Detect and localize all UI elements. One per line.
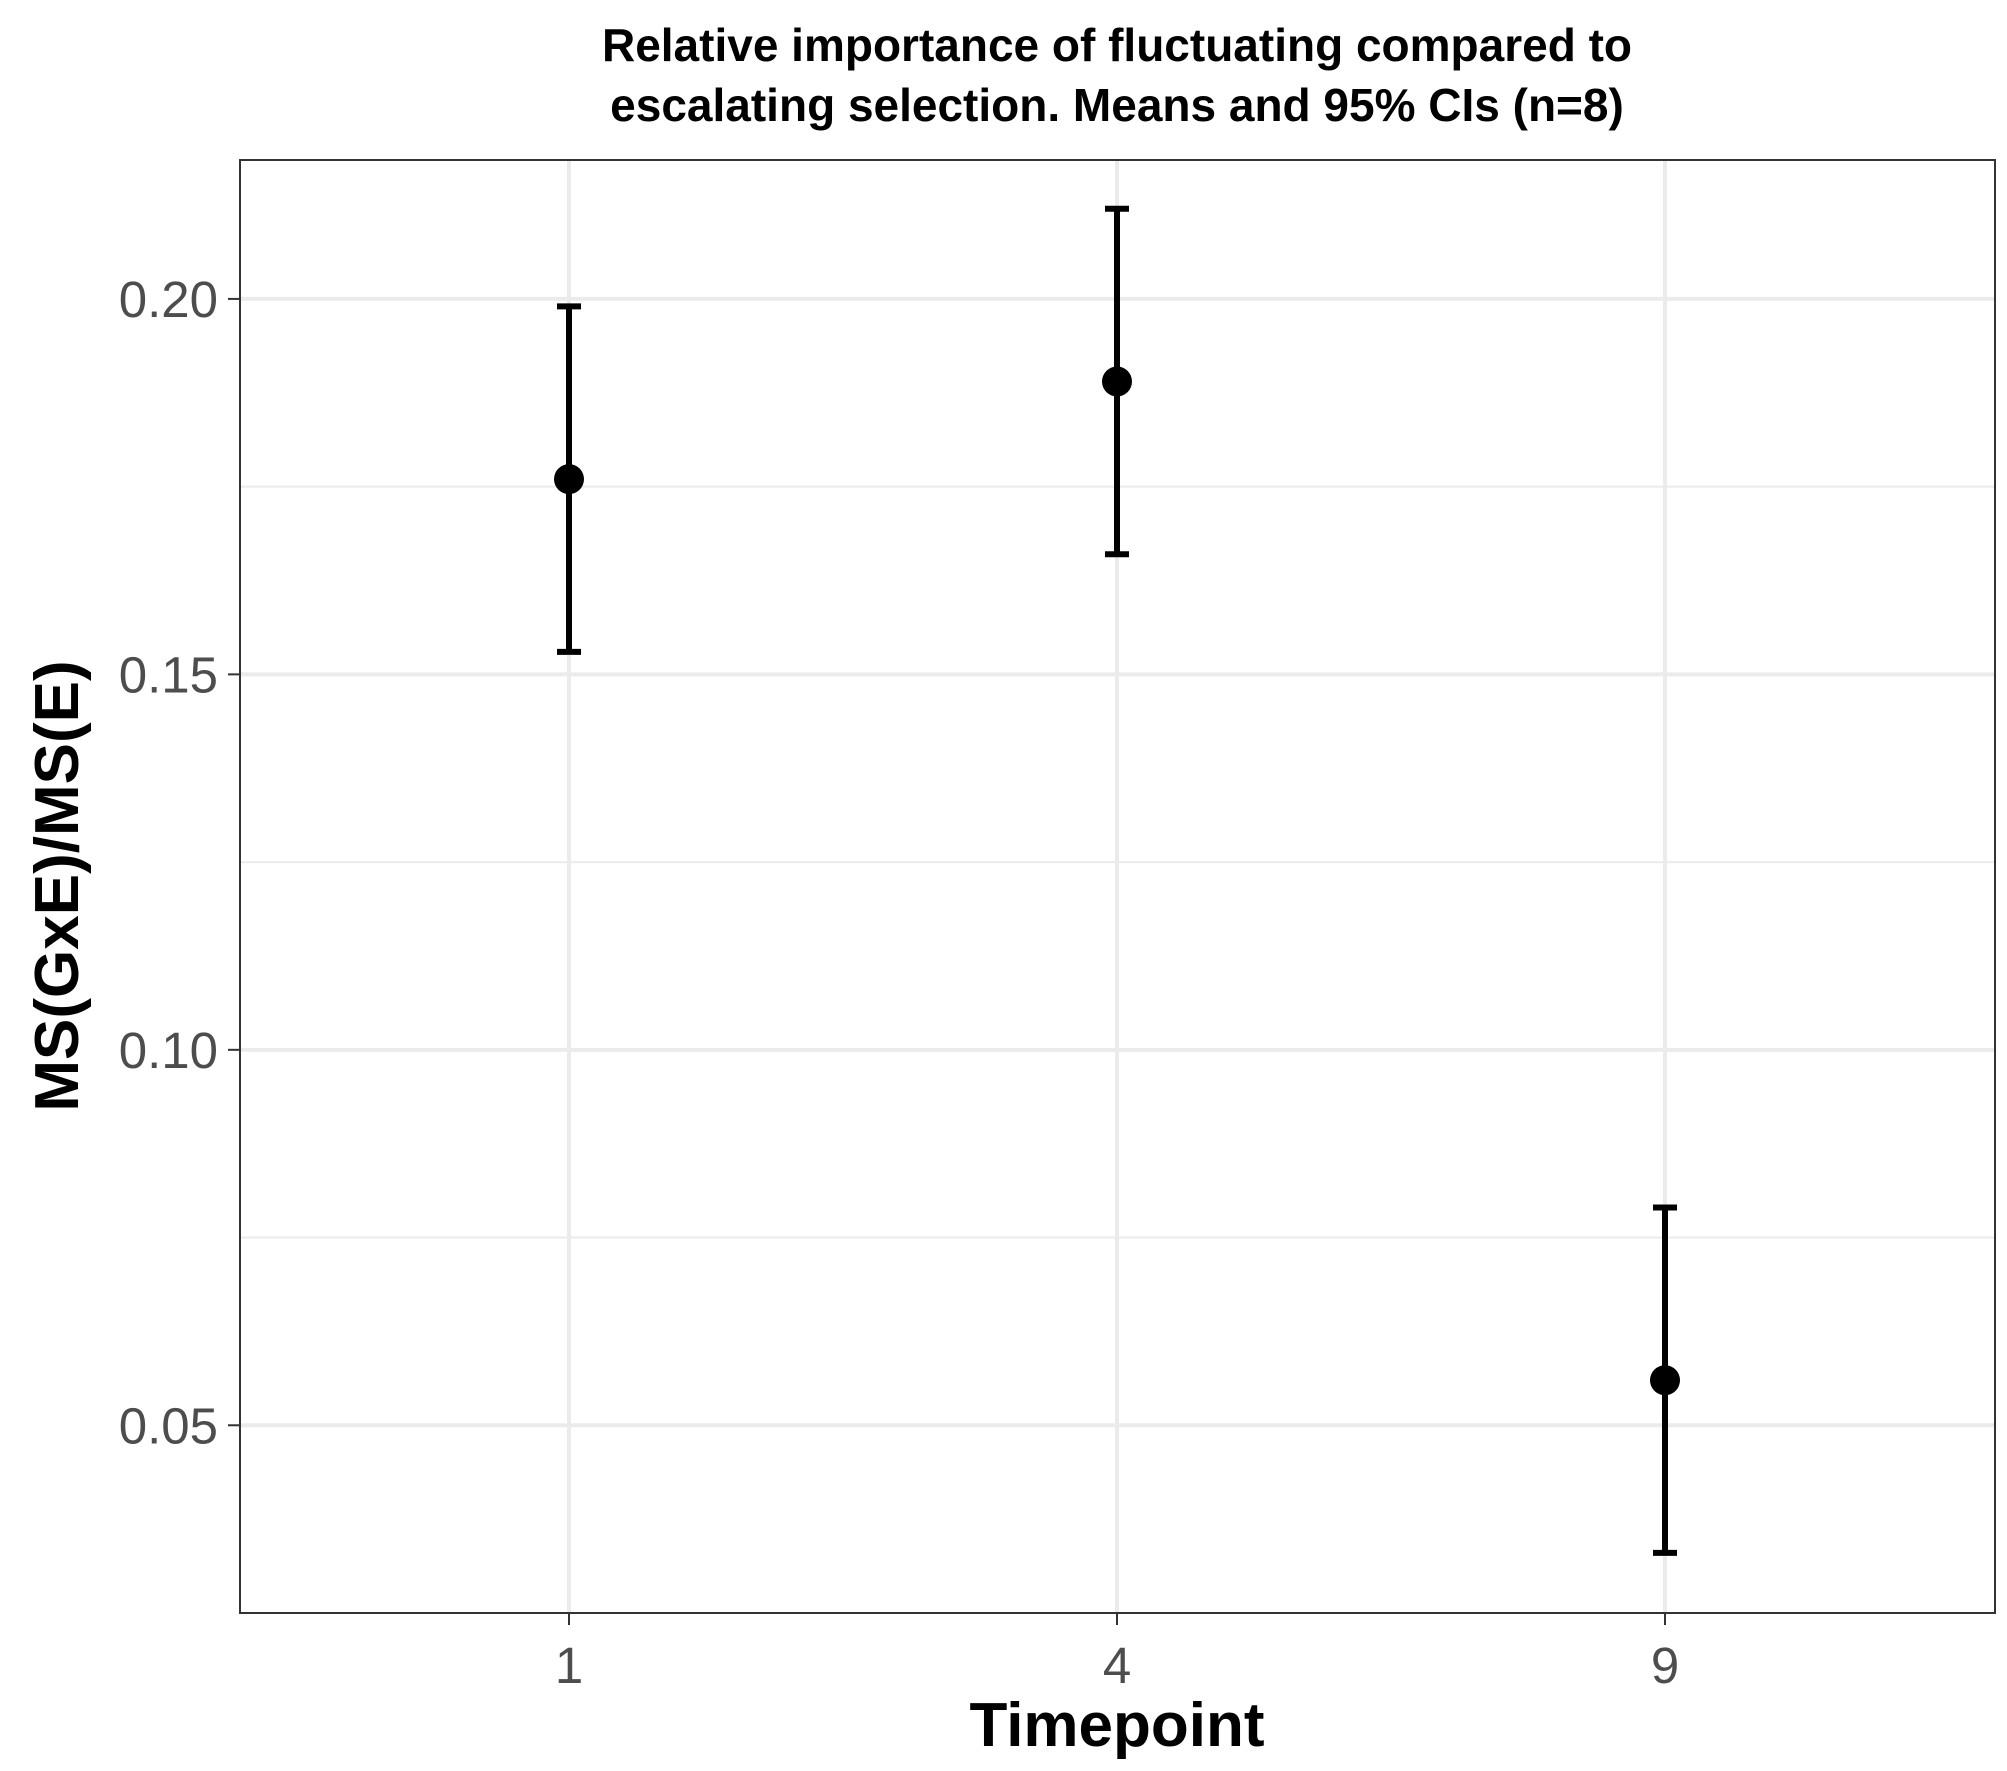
x-axis-title: Timepoint — [969, 1691, 1264, 1760]
data-points — [554, 366, 1680, 1396]
chart-title-line-2: escalating selection. Means and 95% CIs … — [610, 79, 1624, 131]
chart-title-line-1: Relative importance of fluctuating compa… — [602, 19, 1632, 71]
data-point — [554, 464, 584, 495]
x-tick-label: 1 — [555, 1637, 583, 1694]
y-tick-label: 0.05 — [119, 1397, 218, 1454]
y-axis-title: MS(GxE)/MS(E) — [23, 660, 92, 1111]
y-tick-label: 0.10 — [119, 1022, 218, 1079]
data-point — [1650, 1365, 1680, 1396]
y-tick-label: 0.15 — [119, 646, 218, 703]
y-axis: 0.05 0.10 0.15 0.20 — [119, 271, 240, 1454]
x-axis: 1 4 9 — [555, 1613, 1679, 1694]
x-tick-label: 9 — [1651, 1637, 1679, 1694]
data-point — [1102, 366, 1132, 397]
y-tick-label: 0.20 — [119, 271, 218, 328]
x-tick-label: 4 — [1103, 1637, 1131, 1694]
